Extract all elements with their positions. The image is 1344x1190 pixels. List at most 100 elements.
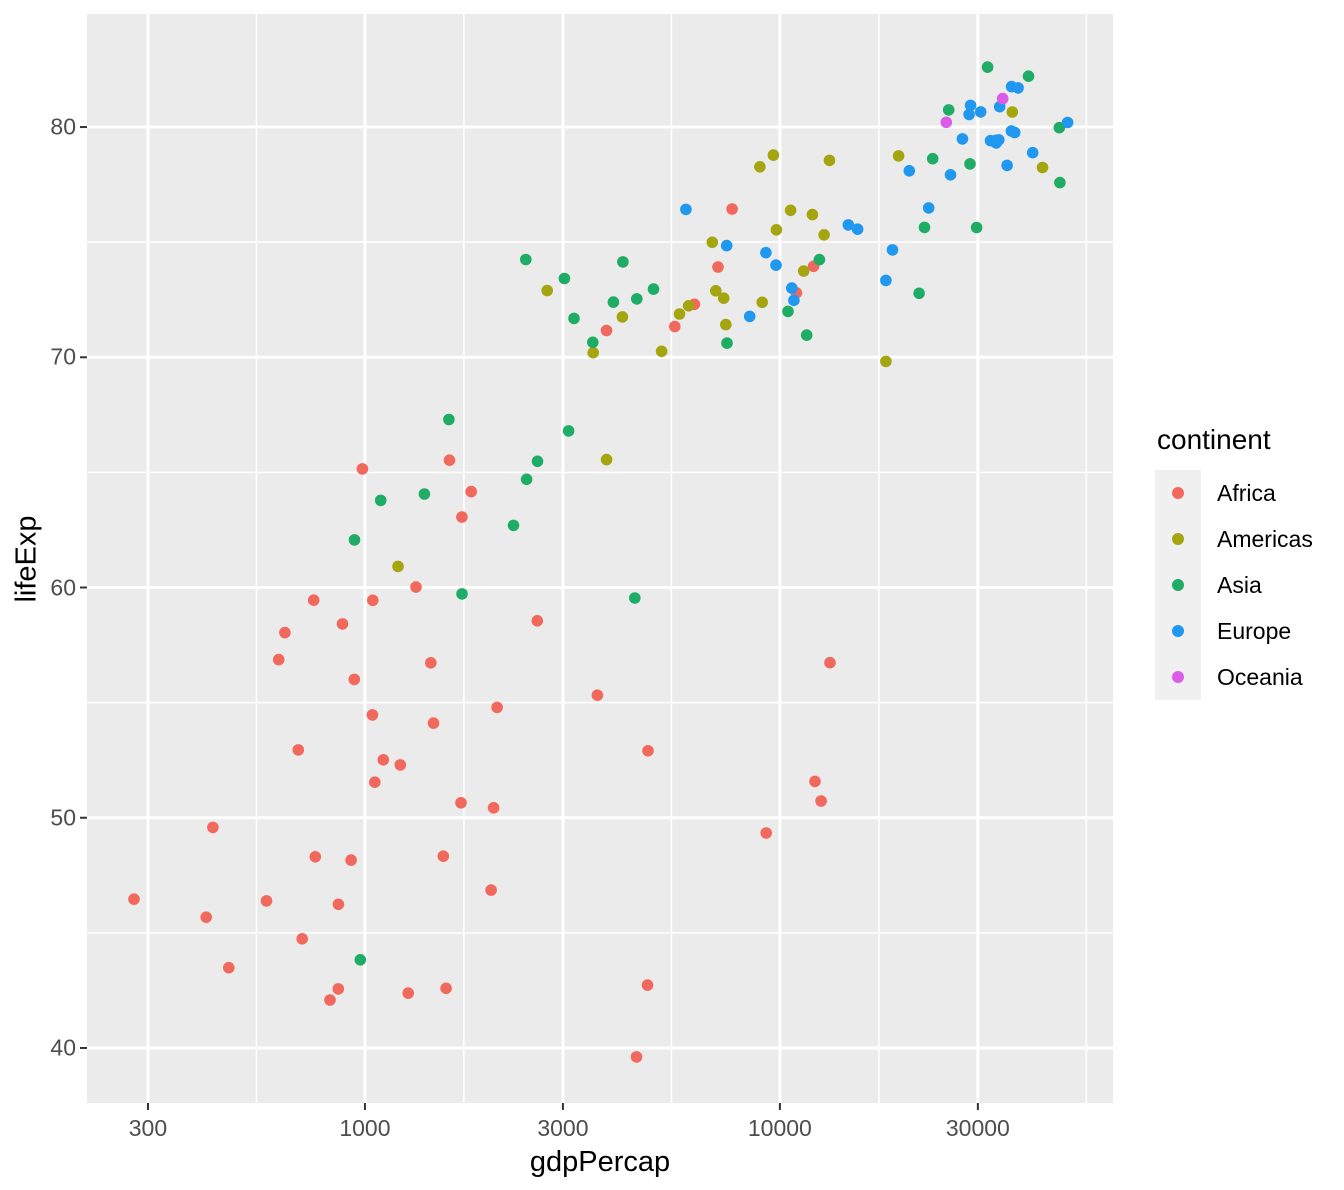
data-point [336,618,349,630]
data-point [892,150,905,162]
data-point [207,821,219,834]
data-point [558,272,571,285]
data-point [1008,126,1021,139]
data-point [956,133,969,145]
data-point [940,116,953,129]
data-point [720,318,732,331]
data-point [260,895,273,907]
legend-item-label: Asia [1217,571,1262,598]
data-point [964,99,977,112]
legend-title: continent [1157,424,1271,455]
data-point [944,169,957,181]
data-point [456,511,468,523]
data-point [797,265,810,277]
data-point [823,154,836,167]
data-point [418,488,431,500]
legend-item-label: Oceania [1217,663,1303,690]
data-point [922,202,935,214]
data-point [981,61,994,73]
data-point [760,827,772,839]
data-point [392,560,404,573]
data-point [806,208,819,221]
data-point [918,221,931,234]
data-point [641,979,654,991]
data-point [562,425,575,437]
data-point [710,285,722,297]
data-point [942,104,955,116]
data-point [487,802,500,814]
data-point [630,1051,643,1063]
data-point [770,224,783,236]
legend-point-icon [1172,487,1184,499]
data-point [410,581,422,593]
data-point [720,239,733,252]
data-point [520,253,532,266]
series-africa [128,203,836,1063]
data-point [531,455,544,468]
data-point [813,253,826,266]
data-point [345,854,357,866]
data-point [223,961,235,974]
data-point [374,494,387,507]
data-point [788,294,800,307]
data-point [760,246,772,259]
data-point [1053,121,1066,134]
data-point [815,795,827,807]
legend-key [1155,470,1201,516]
legend-point-icon [1172,671,1184,683]
series-asia [348,61,1066,966]
data-point [296,933,308,945]
data-point [367,594,379,607]
data-point [655,345,668,358]
series-oceania [940,92,1009,129]
data-point [128,893,140,905]
data-point [824,656,836,669]
y-axis-tick-label: 60 [50,574,76,600]
legend-item-europe: Europe [1155,608,1313,654]
data-point [1006,106,1019,118]
data-point [443,454,456,467]
series-europe [680,80,1074,323]
data-point [842,219,855,231]
legend-point-icon [1172,625,1184,637]
data-point [913,287,925,300]
panel-group [80,14,1113,1110]
data-point [629,592,641,604]
data-point [1036,161,1049,174]
data-point [292,744,305,756]
data-point [1022,70,1035,82]
legend-key [1155,516,1201,562]
x-axis-tick-label: 10000 [747,1115,812,1141]
data-point [541,284,553,297]
data-point [680,203,692,216]
data-point [1012,82,1024,94]
y-axis-tick-label: 80 [50,113,76,140]
data-point [721,337,733,349]
data-point [394,759,407,771]
data-point [754,161,766,173]
data-point [520,473,533,486]
data-point [756,296,768,309]
y-axis-tick-label: 40 [50,1034,76,1061]
data-point [880,355,892,368]
data-point [990,134,1002,147]
legend-key [1155,608,1201,654]
data-point [587,336,599,349]
panel-background [87,14,1113,1103]
data-point [996,92,1009,105]
data-point [440,982,452,995]
data-point [1001,159,1013,172]
data-point [673,308,686,320]
data-point [437,850,450,862]
data-point [607,296,620,308]
data-point [272,653,285,666]
data-point [307,594,320,606]
x-axis-tick-label: 30000 [945,1115,1010,1141]
data-point [377,754,390,766]
data-point [425,657,437,669]
data-point [617,256,629,268]
data-point [354,954,367,966]
legend-item-oceania: Oceania [1155,654,1313,700]
data-point [1026,146,1039,159]
legend-point-icon [1172,533,1184,545]
